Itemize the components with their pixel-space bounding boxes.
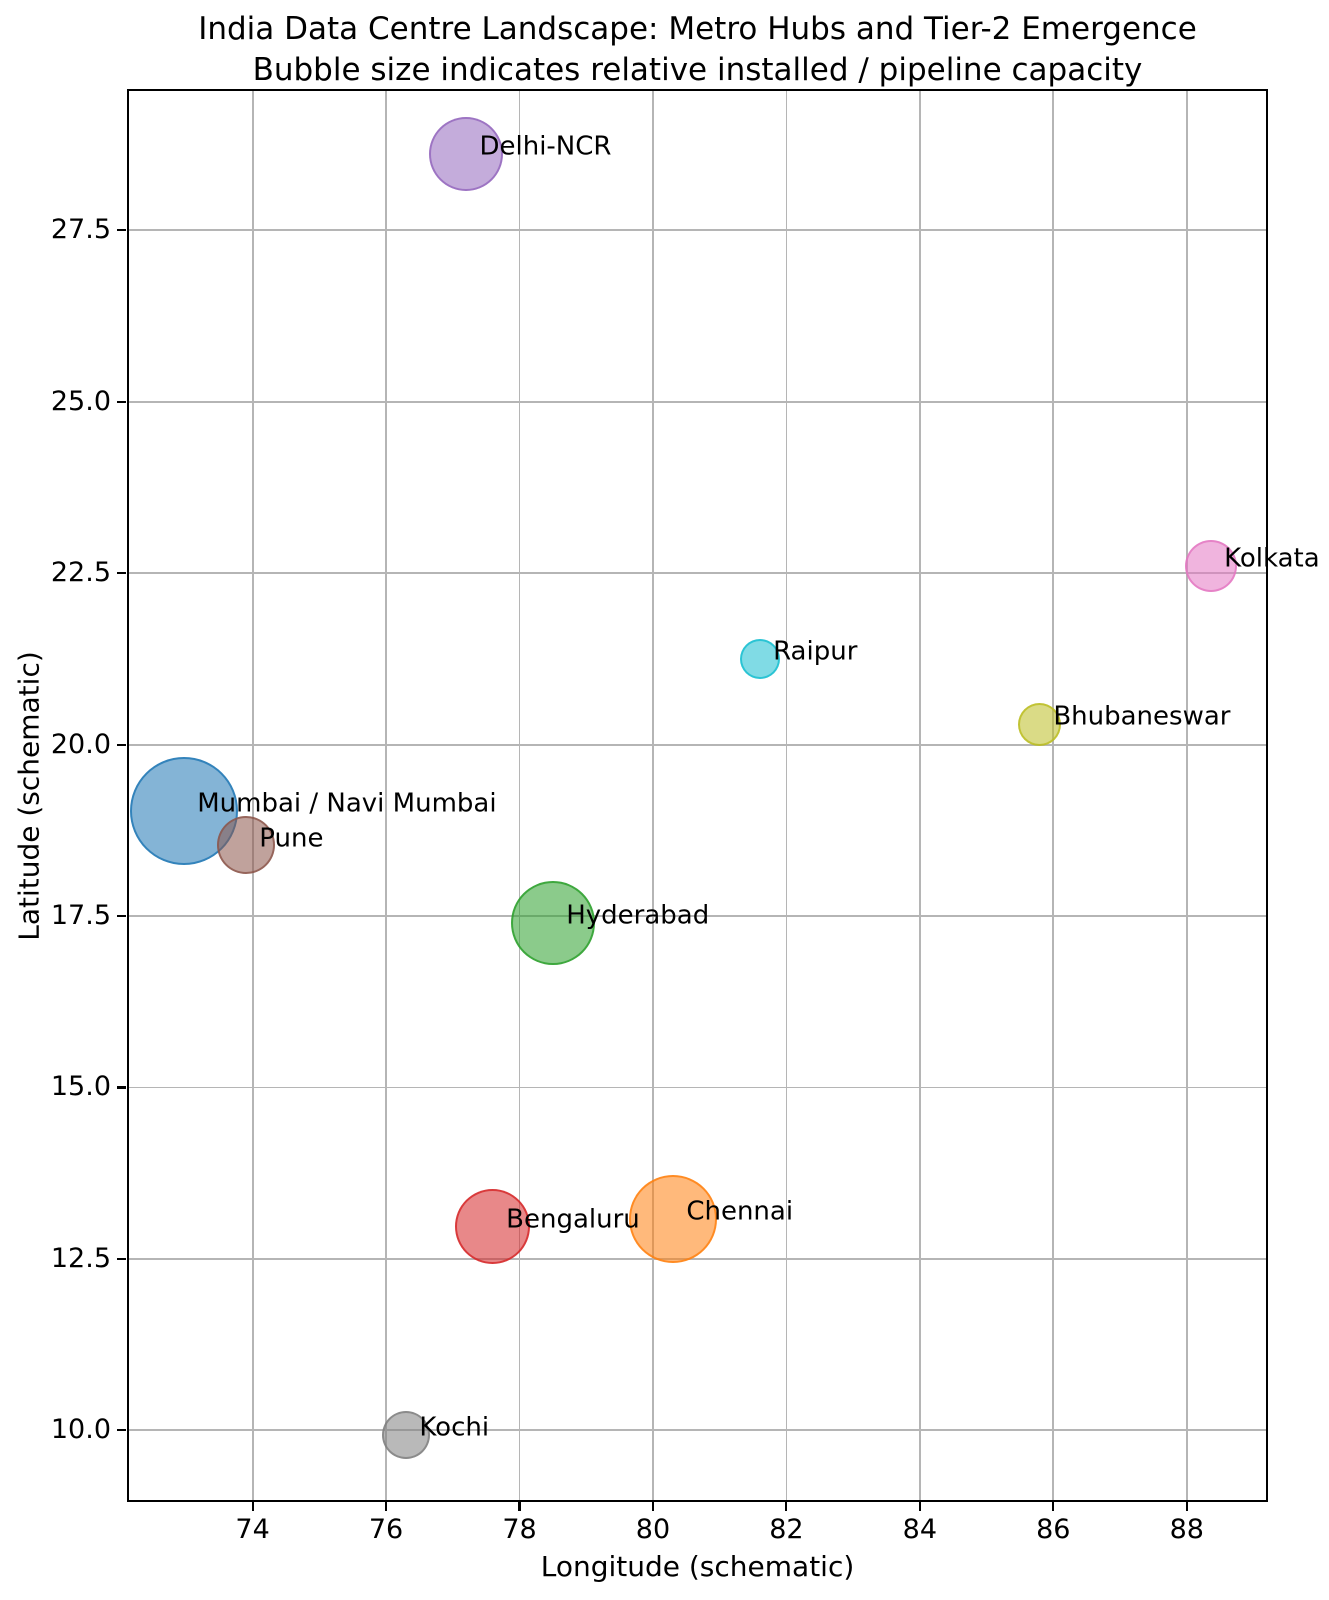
x-axis-label: Longitude (schematic) xyxy=(540,1550,855,1583)
x-tick-label-78: 78 xyxy=(502,1513,537,1545)
bubble-bhubaneswar xyxy=(1018,702,1062,746)
y-tick-label-25.0: 25.0 xyxy=(50,385,111,417)
y-gridline-22.5 xyxy=(128,572,1266,575)
chart-title-line1: India Data Centre Landscape: Metro Hubs … xyxy=(198,11,1197,47)
x-tick-mark-74 xyxy=(251,1502,254,1511)
y-tick-mark-17.5 xyxy=(117,914,126,918)
y-tick-mark-10.0 xyxy=(117,1429,126,1432)
bubble-kochi xyxy=(382,1411,431,1460)
y-tick-label-20.0: 20.0 xyxy=(50,728,111,760)
x-gridline-86 xyxy=(1052,90,1055,1500)
x-tick-label-88: 88 xyxy=(1169,1513,1204,1545)
x-tick-label-74: 74 xyxy=(235,1513,270,1545)
x-tick-label-86: 86 xyxy=(1036,1513,1071,1545)
y-gridline-12.5 xyxy=(128,1257,1266,1260)
city-label-bengaluru: Bengaluru xyxy=(506,1204,640,1235)
y-tick-mark-12.5 xyxy=(117,1257,126,1260)
y-tick-mark-20.0 xyxy=(117,743,126,746)
y-tick-label-22.5: 22.5 xyxy=(50,556,111,588)
x-tick-label-84: 84 xyxy=(902,1513,938,1545)
y-tick-mark-15.0 xyxy=(117,1086,126,1089)
y-axis-label: Latitude (schematic) xyxy=(12,651,46,941)
bubble-hyderabad xyxy=(510,880,595,965)
y-tick-mark-25.0 xyxy=(117,400,126,403)
city-label-bhubaneswar: Bhubaneswar xyxy=(1053,701,1231,732)
city-label-pune: Pune xyxy=(259,822,324,853)
bubble-pune xyxy=(216,816,275,875)
bubble-chennai xyxy=(628,1175,717,1264)
y-tick-label-10.0: 10.0 xyxy=(50,1414,111,1446)
x-tick-mark-76 xyxy=(384,1502,388,1511)
y-tick-mark-22.5 xyxy=(117,572,126,575)
city-label-hyderabad: Hyderabad xyxy=(566,900,710,931)
y-tick-label-12.5: 12.5 xyxy=(50,1242,111,1274)
city-label-kolkata: Kolkata xyxy=(1224,543,1320,574)
plot-area: 74 76 78 80 82 84 86 88 10.0 12.5 15.0 17.5 20.0 22.5… xyxy=(51,88,1320,1545)
x-gridline-76 xyxy=(385,90,387,1500)
x-gridline-84 xyxy=(918,90,921,1500)
x-tick-mark-82 xyxy=(785,1502,788,1511)
x-tick-label-76: 76 xyxy=(368,1513,404,1545)
x-tick-mark-88 xyxy=(1185,1502,1188,1511)
x-tick-label-80: 80 xyxy=(635,1513,671,1545)
y-gridline-17.5 xyxy=(128,915,1266,917)
y-gridline-10.0 xyxy=(128,1429,1266,1432)
bubble-raipur xyxy=(739,638,780,679)
x-gridline-78 xyxy=(518,90,521,1500)
y-gridline-15.0 xyxy=(128,1086,1266,1089)
x-tick-label-82: 82 xyxy=(769,1513,804,1545)
city-label-delhi-ncr: Delhi-NCR xyxy=(479,131,612,162)
y-gridline-20.0 xyxy=(128,743,1266,746)
y-tick-label-15.0: 15.0 xyxy=(50,1071,111,1103)
city-label-chennai: Chennai xyxy=(686,1196,794,1227)
y-tick-label-27.5: 27.5 xyxy=(50,214,111,246)
bubble-bengaluru xyxy=(455,1189,531,1265)
y-gridline-25.0 xyxy=(128,400,1266,403)
y-gridline-27.5 xyxy=(128,229,1266,232)
city-label-kochi: Kochi xyxy=(419,1412,490,1443)
chart-title-line2: Bubble size indicates relative installed… xyxy=(252,52,1143,89)
x-tick-mark-78 xyxy=(518,1502,521,1511)
x-gridline-80 xyxy=(652,90,654,1500)
y-tick-mark-27.5 xyxy=(117,229,126,232)
bubble-kolkata xyxy=(1184,540,1237,593)
city-label-raipur: Raipur xyxy=(773,636,858,667)
y-tick-label-17.5: 17.5 xyxy=(50,899,111,931)
bubble-delhi-ncr xyxy=(429,117,504,192)
x-tick-mark-84 xyxy=(918,1502,921,1511)
x-tick-mark-80 xyxy=(651,1502,655,1511)
x-gridline-74 xyxy=(251,90,254,1500)
city-label-mumbai-navi-mumbai: Mumbai / Navi Mumbai xyxy=(197,788,497,819)
chart-title: India Data Centre Landscape: Metro Hubs … xyxy=(129,9,1266,91)
x-tick-mark-86 xyxy=(1052,1502,1055,1511)
x-gridline-82 xyxy=(785,90,788,1500)
x-gridline-88 xyxy=(1185,90,1188,1500)
